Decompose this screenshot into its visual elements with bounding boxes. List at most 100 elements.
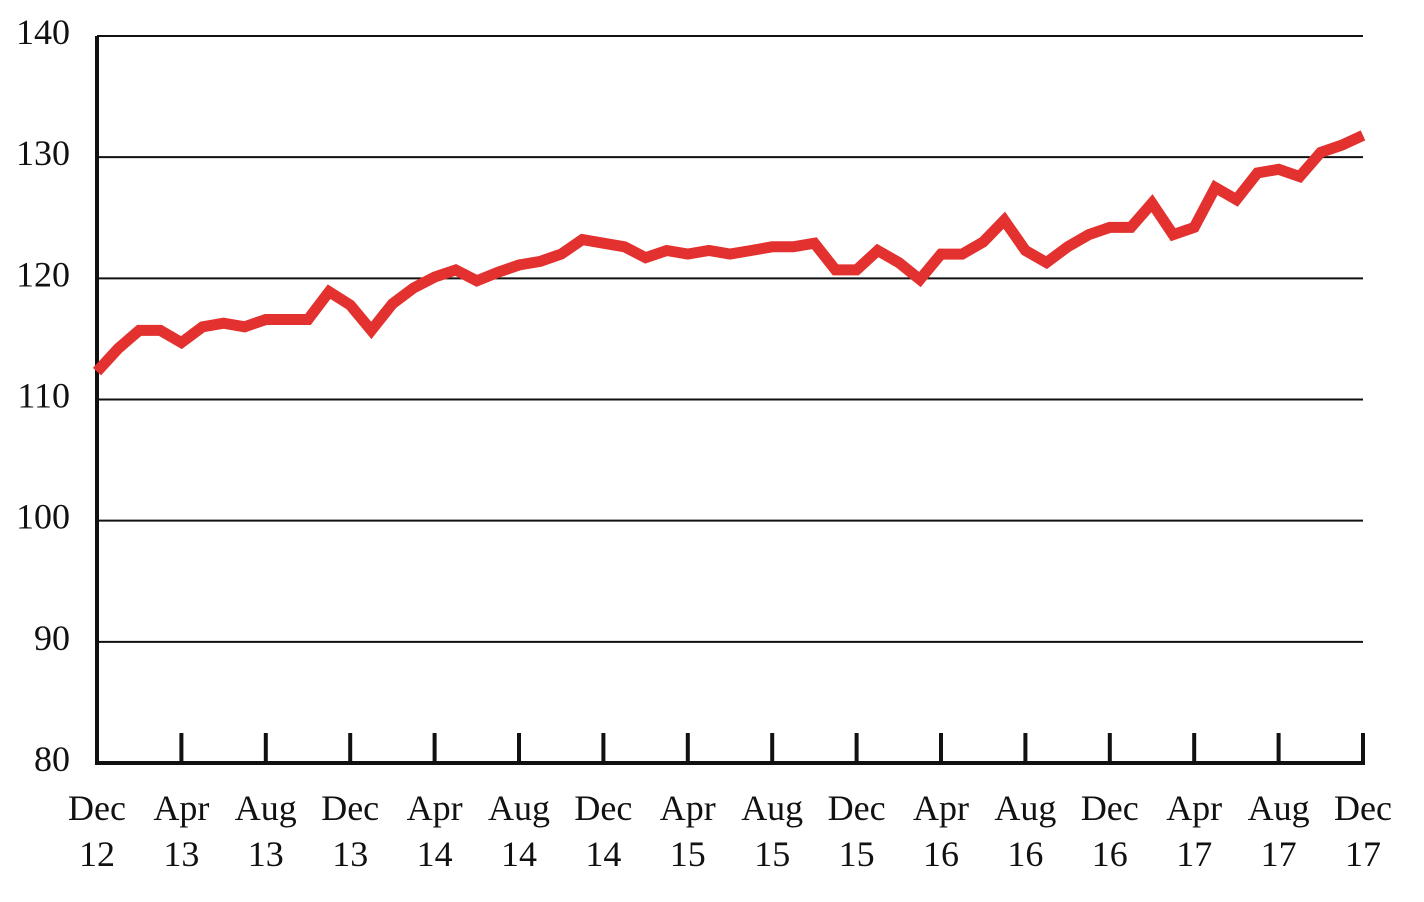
data-point <box>1128 224 1134 230</box>
data-point <box>242 324 248 330</box>
x-tick-year: 16 <box>1092 834 1128 874</box>
y-tick-label: 140 <box>16 12 70 52</box>
x-tick-year: 15 <box>754 834 790 874</box>
x-tick-month: Dec <box>574 788 632 828</box>
data-point <box>263 317 269 323</box>
x-axis-ticks <box>179 733 1365 763</box>
y-tick-label: 110 <box>17 376 70 416</box>
x-tick-year: 13 <box>163 834 199 874</box>
data-point <box>1339 142 1345 148</box>
data-point <box>706 247 712 253</box>
x-tick-year: 14 <box>585 834 621 874</box>
x-tick-month: Dec <box>828 788 886 828</box>
x-tick-year: 12 <box>79 834 115 874</box>
data-point <box>1318 149 1324 155</box>
data-point <box>1107 224 1113 230</box>
data-point <box>178 340 184 346</box>
data-point <box>516 262 522 268</box>
x-tick-year: 13 <box>248 834 284 874</box>
x-tick-month: Apr <box>153 788 209 828</box>
data-point <box>917 277 923 283</box>
data-point <box>664 247 670 253</box>
data-point <box>811 240 817 246</box>
data-point <box>685 251 691 257</box>
data-point <box>1255 170 1261 176</box>
data-point <box>1044 260 1050 266</box>
x-tick-label: Apr 15 <box>660 788 716 874</box>
data-point <box>474 278 480 284</box>
data-point <box>305 317 311 323</box>
data-point <box>643 255 649 261</box>
data-point <box>453 267 459 273</box>
data-point <box>1212 184 1218 190</box>
data-point <box>1001 217 1007 223</box>
x-tick-year: 13 <box>332 834 368 874</box>
data-point <box>727 251 733 257</box>
series-line <box>92 130 1366 376</box>
data-point <box>368 327 374 333</box>
x-tick-year: 17 <box>1261 834 1297 874</box>
x-tick-label: Apr 13 <box>153 788 209 874</box>
x-tick-label: Aug 13 <box>235 788 297 874</box>
x-tick-year: 17 <box>1345 834 1381 874</box>
x-tick-label: Aug 16 <box>994 788 1056 874</box>
y-tick-label: 130 <box>16 133 70 173</box>
data-point <box>347 302 353 308</box>
data-point <box>938 251 944 257</box>
x-tick-label: Aug 15 <box>741 788 803 874</box>
y-tick-label: 120 <box>16 254 70 294</box>
data-point <box>1276 166 1282 172</box>
x-tick-month: Dec <box>1081 788 1139 828</box>
x-tick-year: 14 <box>417 834 453 874</box>
x-tick-month: Dec <box>1334 788 1392 828</box>
y-tick-label: 80 <box>34 739 70 779</box>
x-tick-label: Dec 12 <box>68 788 126 874</box>
x-tick-month: Aug <box>235 788 297 828</box>
data-point <box>833 267 839 273</box>
data-point <box>537 258 543 264</box>
x-tick-label: Dec 15 <box>828 788 886 874</box>
data-point <box>959 251 965 257</box>
x-tick-month: Aug <box>741 788 803 828</box>
x-tick-year: 16 <box>1007 834 1043 874</box>
data-point <box>1086 232 1092 238</box>
x-tick-label: Dec 13 <box>321 788 379 874</box>
data-point <box>1360 132 1366 138</box>
x-tick-year: 17 <box>1176 834 1212 874</box>
x-tick-month: Apr <box>660 788 716 828</box>
x-tick-month: Apr <box>407 788 463 828</box>
x-axis-labels: Dec 12 Apr 13 Aug 13 Dec 13 Apr 14 Aug 14 Dec 14 Apr 15… <box>68 788 1392 874</box>
x-tick-month: Dec <box>68 788 126 828</box>
data-point <box>980 239 986 245</box>
data-point <box>136 327 142 333</box>
data-point <box>854 267 860 273</box>
data-point <box>389 301 395 307</box>
data-point <box>558 251 564 257</box>
data-point <box>200 324 206 330</box>
data-point <box>94 369 100 375</box>
data-point <box>600 240 606 246</box>
x-tick-label: Apr 14 <box>407 788 463 874</box>
data-point <box>1191 224 1197 230</box>
x-tick-month: Apr <box>913 788 969 828</box>
x-tick-month: Apr <box>1166 788 1222 828</box>
data-point <box>1297 174 1303 180</box>
data-point <box>411 285 417 291</box>
x-tick-label: Dec 17 <box>1334 788 1392 874</box>
data-point <box>748 247 754 253</box>
data-point <box>115 346 121 352</box>
data-point <box>495 269 501 275</box>
data-point <box>1065 244 1071 250</box>
x-tick-label: Apr 17 <box>1166 788 1222 874</box>
data-point <box>622 244 628 250</box>
x-tick-label: Aug 17 <box>1248 788 1310 874</box>
x-tick-month: Dec <box>321 788 379 828</box>
x-tick-year: 14 <box>501 834 537 874</box>
data-point <box>896 260 902 266</box>
data-point <box>579 237 585 243</box>
series-group <box>92 130 1366 376</box>
data-point <box>284 317 290 323</box>
data-point <box>875 247 881 253</box>
x-tick-label: Dec 16 <box>1081 788 1139 874</box>
